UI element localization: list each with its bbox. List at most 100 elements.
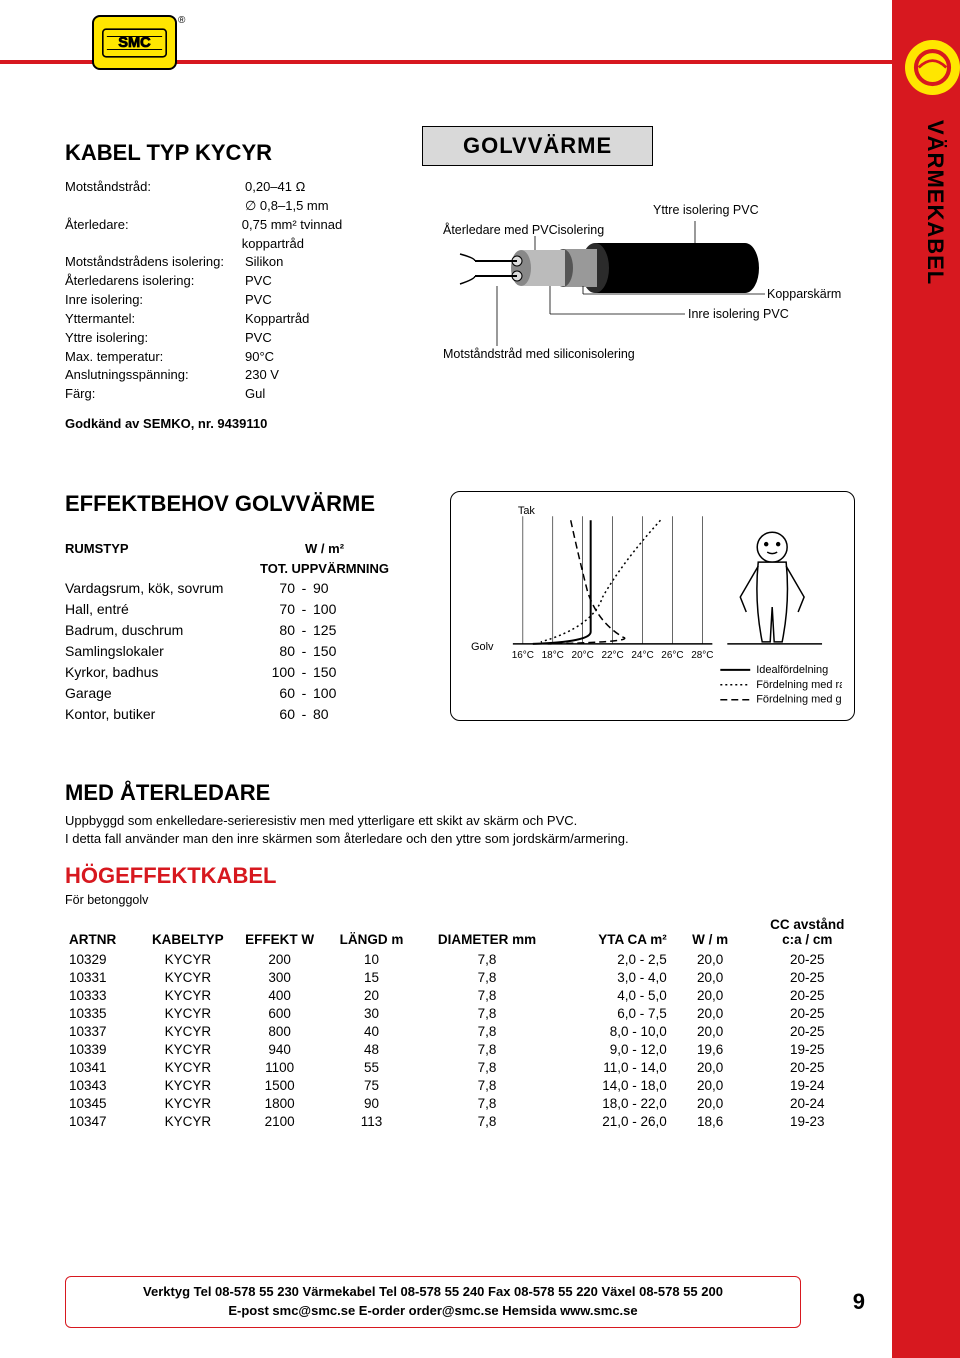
spec-row: Färg:Gul <box>65 385 405 404</box>
footer: Verktyg Tel 08-578 55 230 Värmekabel Tel… <box>65 1276 865 1328</box>
chart-xtick: 20°C <box>572 650 594 661</box>
table-cell: 10345 <box>65 1095 141 1113</box>
table-cell: 10 <box>324 951 418 969</box>
spec-value: PVC <box>245 329 272 348</box>
spec-value: 230 V <box>245 366 279 385</box>
spec-label: Motståndstrådens isolering: <box>65 253 245 272</box>
side-tab-label: VÄRMEKABEL <box>922 120 948 285</box>
chart-xtick: 16°C <box>512 650 534 661</box>
spec-row: Motståndstråd:0,20–41 Ω <box>65 178 405 197</box>
legend-radiator: Fördelning med radiatorer <box>756 679 842 691</box>
table-cell: 20-25 <box>749 1023 865 1041</box>
spec-table: Motståndstråd:0,20–41 Ω∅ 0,8–1,5 mmÅterl… <box>65 178 405 431</box>
table-cell: 7,8 <box>419 969 555 987</box>
spec-label: Återledare: <box>65 216 242 254</box>
spec-label <box>65 197 245 216</box>
table-row: 10333KYCYR400207,84,0 - 5,020,020-25 <box>65 987 865 1005</box>
th-effekt: EFFEKT W <box>235 915 324 951</box>
table-cell: 9,0 - 12,0 <box>555 1041 670 1059</box>
product-table: ARTNR KABELTYP EFFEKT W LÄNGD m DIAMETER… <box>65 915 865 1131</box>
spec-label: Anslutningsspänning: <box>65 366 245 385</box>
table-cell: 10335 <box>65 1005 141 1023</box>
effekt-name: Kyrkor, badhus <box>65 662 260 683</box>
smc-logo: SMC <box>92 15 177 70</box>
table-cell: 10341 <box>65 1059 141 1077</box>
th-cc-line2: c:a / cm <box>753 932 861 947</box>
effekt-name: Samlingslokaler <box>65 641 260 662</box>
table-cell: 10331 <box>65 969 141 987</box>
table-cell: 20,0 <box>671 951 750 969</box>
med-desc1: Uppbyggd som enkelledare-serieresistiv m… <box>65 812 865 830</box>
spec-value: PVC <box>245 291 272 310</box>
spec-value: Koppartråd <box>245 310 309 329</box>
effekt-name: Hall, entré <box>65 599 260 620</box>
table-cell: 20-25 <box>749 1005 865 1023</box>
effektbehov-section: EFFEKTBEHOV GOLVVÄRME RUMSTYP W / m² TOT… <box>65 491 425 725</box>
table-row: 10331KYCYR300157,83,0 - 4,020,020-25 <box>65 969 865 987</box>
table-cell: 20,0 <box>671 987 750 1005</box>
effekt-title: EFFEKTBEHOV GOLVVÄRME <box>65 491 425 517</box>
table-row: 10335KYCYR600307,86,0 - 7,520,020-25 <box>65 1005 865 1023</box>
table-cell: 7,8 <box>419 1095 555 1113</box>
effekt-lo: 60 <box>260 683 295 704</box>
diagram-label-resistance: Motståndstråd med siliconisolering <box>443 347 635 361</box>
legend-ideal: Idealfördelning <box>756 664 828 676</box>
hogeffekt-sub: För betonggolv <box>65 893 865 907</box>
table-cell: 21,0 - 26,0 <box>555 1113 670 1131</box>
chart-label-golv: Golv <box>471 641 494 653</box>
page-header-box: GOLVVÄRME <box>422 126 653 166</box>
spec-value: 0,20–41 Ω <box>245 178 305 197</box>
table-cell: 20 <box>324 987 418 1005</box>
table-cell: 7,8 <box>419 1023 555 1041</box>
spec-row: Yttermantel:Koppartråd <box>65 310 405 329</box>
table-cell: 20-25 <box>749 1059 865 1077</box>
th-cc-line1: CC avstånd <box>753 917 861 932</box>
table-cell: 300 <box>235 969 324 987</box>
section3: MED ÅTERLEDARE Uppbyggd som enkelledare-… <box>65 780 865 1130</box>
table-cell: 20,0 <box>671 1059 750 1077</box>
person-icon <box>740 532 804 642</box>
table-cell: 20,0 <box>671 969 750 987</box>
th-wm: W / m <box>671 915 750 951</box>
diagram-label-inner: Inre isolering PVC <box>688 307 789 321</box>
main-content: KABEL TYP KYCYR GOLVVÄRME Motståndstråd:… <box>65 110 865 1131</box>
spec-label: Yttermantel: <box>65 310 245 329</box>
svg-text:SMC: SMC <box>118 35 151 51</box>
table-cell: 7,8 <box>419 1005 555 1023</box>
table-row: 10329KYCYR200107,82,0 - 2,520,020-25 <box>65 951 865 969</box>
table-cell: 7,8 <box>419 1077 555 1095</box>
table-cell: KYCYR <box>141 1005 235 1023</box>
chart-xtick: 28°C <box>691 650 713 661</box>
table-cell: 19-24 <box>749 1077 865 1095</box>
table-cell: 18,0 - 22,0 <box>555 1095 670 1113</box>
table-cell: 10343 <box>65 1077 141 1095</box>
diagram-label-return: Återledare med PVCisolering <box>443 222 604 237</box>
table-cell: 55 <box>324 1059 418 1077</box>
effekt-row: Kyrkor, badhus 100 - 150 <box>65 662 425 683</box>
spec-label: Inre isolering: <box>65 291 245 310</box>
spec-label: Motståndstråd: <box>65 178 245 197</box>
table-cell: 200 <box>235 951 324 969</box>
effekt-hi: 100 <box>313 683 353 704</box>
table-row: 10341KYCYR1100557,811,0 - 14,020,020-25 <box>65 1059 865 1077</box>
effekt-hi: 90 <box>313 578 353 599</box>
effekt-row: Samlingslokaler 80 - 150 <box>65 641 425 662</box>
table-cell: 20,0 <box>671 1077 750 1095</box>
table-cell: 2,0 - 2,5 <box>555 951 670 969</box>
table-cell: 20-25 <box>749 951 865 969</box>
effekt-lo: 80 <box>260 620 295 641</box>
table-cell: 4,0 - 5,0 <box>555 987 670 1005</box>
table-cell: KYCYR <box>141 1041 235 1059</box>
spec-row: ∅ 0,8–1,5 mm <box>65 197 405 216</box>
table-cell: 20,0 <box>671 1005 750 1023</box>
table-cell: 1500 <box>235 1077 324 1095</box>
cable-diagram: Yttre isolering PVC Återledare med PVCis… <box>435 178 855 431</box>
th-diameter: DIAMETER mm <box>419 915 555 951</box>
table-row: 10339KYCYR940487,89,0 - 12,019,619-25 <box>65 1041 865 1059</box>
table-cell: 1100 <box>235 1059 324 1077</box>
table-cell: 1800 <box>235 1095 324 1113</box>
effekt-row: Badrum, duschrum 80 - 125 <box>65 620 425 641</box>
page-number: 9 <box>825 1289 865 1315</box>
th-cc: CC avstånd c:a / cm <box>749 915 865 951</box>
effekt-row: Hall, entré 70 - 100 <box>65 599 425 620</box>
